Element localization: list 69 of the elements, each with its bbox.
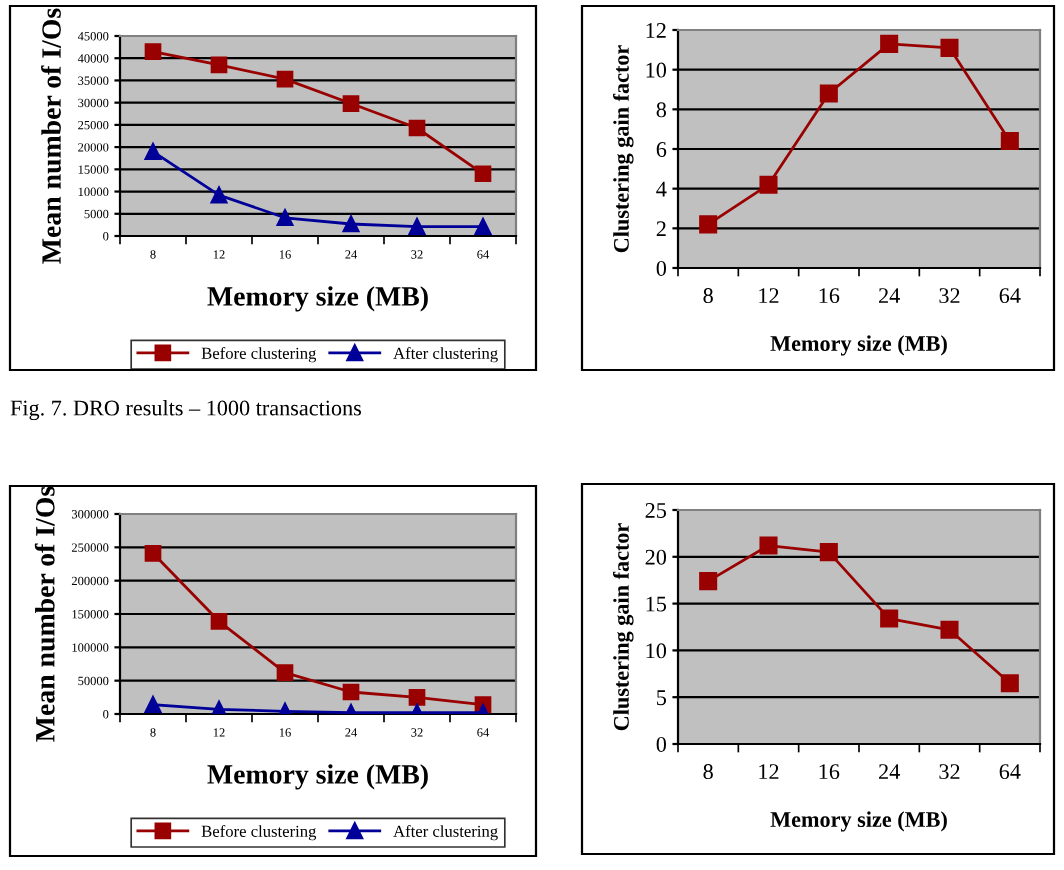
point xyxy=(940,38,959,57)
point xyxy=(474,218,492,235)
point xyxy=(1000,132,1019,151)
y-tick-label: 10 xyxy=(646,62,667,78)
point xyxy=(819,84,838,103)
point xyxy=(276,664,294,681)
point xyxy=(342,683,360,701)
x-axis-title: Memory size (MB) xyxy=(207,286,428,312)
y-tick-label: 8 xyxy=(656,102,667,118)
x-tick-label: 24 xyxy=(879,288,900,303)
y-tick-label: 12 xyxy=(646,22,666,38)
point xyxy=(144,43,162,60)
point xyxy=(144,545,162,562)
x-tick-label: 64 xyxy=(999,288,1021,304)
y-tick-label: 25 xyxy=(645,502,667,518)
y-tick-label: 15 xyxy=(646,596,667,612)
point xyxy=(144,696,162,713)
y-tick-label: 4 xyxy=(656,181,667,197)
x-axis-title: Memory size (MB) xyxy=(770,335,947,356)
x-axis-title: Memory size (MB) xyxy=(207,764,428,790)
y-tick-label: 6 xyxy=(656,141,667,157)
x-tick-label: 64 xyxy=(999,764,1021,780)
x-tick-label: 24 xyxy=(879,764,900,779)
x-tick-label: 32 xyxy=(939,764,960,780)
legend-label: After clustering xyxy=(393,825,498,841)
y-tick-label: 0 xyxy=(656,260,667,276)
x-tick-label: 16 xyxy=(819,764,840,780)
legend-label: After clustering xyxy=(393,347,498,363)
y-axis-title: Clustering gain factor xyxy=(613,45,634,253)
y-tick-label: 5 xyxy=(657,690,667,706)
point xyxy=(699,572,718,591)
x-tick-label: 12 xyxy=(759,764,779,779)
y-tick-label: 10 xyxy=(646,643,667,659)
point xyxy=(210,613,228,630)
point xyxy=(276,209,294,227)
caption: Fig. 7. DRO results – 1000 transactions xyxy=(10,399,362,421)
x-tick-label: 12 xyxy=(759,288,779,303)
point xyxy=(880,609,899,628)
y-tick-label: 0 xyxy=(656,736,667,752)
x-axis-title: Memory size (MB) xyxy=(770,811,947,832)
y-axis-title: Mean number of I/Os xyxy=(34,486,55,742)
point xyxy=(699,215,718,234)
point xyxy=(759,536,778,555)
legend-label: Before clustering xyxy=(201,347,317,363)
point xyxy=(940,620,959,639)
x-tick-label: 32 xyxy=(939,288,960,304)
point xyxy=(210,701,228,714)
legend-label: Before clustering xyxy=(201,825,317,841)
y-axis-title: Mean number of I/Os xyxy=(41,8,61,264)
point xyxy=(759,175,778,194)
point xyxy=(408,119,426,137)
point xyxy=(408,689,426,706)
point xyxy=(276,70,294,88)
point xyxy=(474,165,492,183)
point xyxy=(342,95,360,112)
y-tick-label: 20 xyxy=(645,549,667,565)
x-tick-label: 16 xyxy=(819,288,840,304)
point xyxy=(210,56,228,74)
y-tick-label: 2 xyxy=(656,221,666,237)
point xyxy=(1000,674,1019,693)
x-tick-label: 8 xyxy=(703,764,713,780)
point xyxy=(144,143,162,160)
point xyxy=(210,186,228,204)
x-tick-label: 8 xyxy=(703,288,713,304)
point xyxy=(408,218,426,235)
point xyxy=(880,34,899,53)
point xyxy=(819,543,838,562)
y-axis-title: Clustering gain factor xyxy=(613,523,634,731)
point xyxy=(342,215,360,233)
